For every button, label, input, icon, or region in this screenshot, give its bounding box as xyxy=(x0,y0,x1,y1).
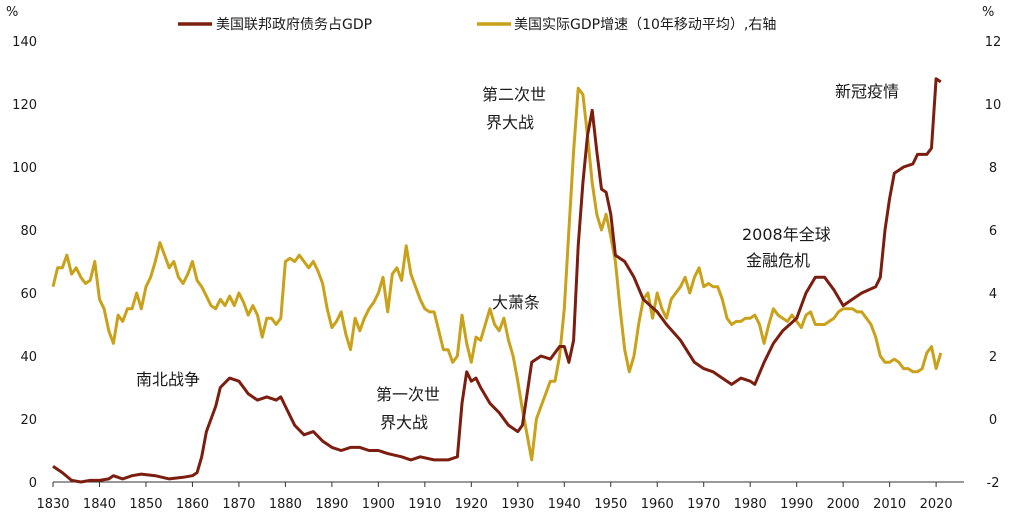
right-tick-label: -2 xyxy=(987,476,1000,491)
annotation-ww1-line2: 界大战 xyxy=(380,413,428,432)
x-tick-label: 2000 xyxy=(827,497,860,512)
annotation-ww2-line2: 界大战 xyxy=(486,113,534,132)
right-axis-ticks: -2 0 2 4 6 8 10 12 xyxy=(985,35,1002,491)
growth-line xyxy=(51,86,943,462)
annotations: 南北战争 第一次世 界大战 大萧条 第二次世 界大战 2008年全球 金融危机 … xyxy=(136,82,899,432)
x-tick-label: 1930 xyxy=(501,497,534,512)
annotation-covid: 新冠疫情 xyxy=(835,82,899,101)
right-tick-label: 6 xyxy=(989,224,997,239)
left-tick-label: 140 xyxy=(12,35,37,50)
x-tick-label: 1890 xyxy=(315,497,348,512)
right-axis-unit: % xyxy=(982,5,994,20)
x-tick-label: 1830 xyxy=(36,497,69,512)
left-tick-label: 80 xyxy=(20,224,37,239)
x-tick-label: 1970 xyxy=(687,497,720,512)
legend: 美国联邦政府债务占GDP 美国实际GDP增速（10年移动平均）,右轴 xyxy=(178,17,776,33)
left-tick-label: 60 xyxy=(20,287,37,302)
annotation-ww1-line1: 第一次世 xyxy=(376,385,440,404)
annotation-ww2-line1: 第二次世 xyxy=(482,85,546,104)
right-tick-label: 0 xyxy=(989,413,997,428)
series-lines xyxy=(51,77,943,484)
x-tick-label: 1880 xyxy=(269,497,302,512)
annotation-gfc-line2: 金融危机 xyxy=(746,251,810,270)
right-tick-label: 12 xyxy=(985,35,1002,50)
x-tick-label: 1920 xyxy=(455,497,488,512)
left-tick-label: 20 xyxy=(20,413,37,428)
x-tick-label: 1870 xyxy=(222,497,255,512)
x-tick-label: 1850 xyxy=(129,497,162,512)
x-tick-label: 1980 xyxy=(734,497,767,512)
x-tick-label: 1840 xyxy=(83,497,116,512)
right-tick-label: 8 xyxy=(989,161,997,176)
x-tick-label: 2010 xyxy=(873,497,906,512)
x-tick-label: 1960 xyxy=(641,497,674,512)
right-tick-label: 2 xyxy=(989,350,997,365)
left-axis-unit: % xyxy=(6,5,18,20)
left-tick-label: 40 xyxy=(20,350,37,365)
annotation-depression: 大萧条 xyxy=(492,293,540,312)
left-tick-label: 100 xyxy=(12,161,37,176)
x-tick-label: 2020 xyxy=(920,497,953,512)
x-tick-label: 1900 xyxy=(362,497,395,512)
x-axis-ticks: 1830 1840 1850 1860 1870 1880 1890 1900 1910 1920… xyxy=(36,482,953,512)
legend-debt-label: 美国联邦政府债务占GDP xyxy=(216,17,372,33)
left-tick-label: 0 xyxy=(29,476,37,491)
axes: % % xyxy=(6,5,994,483)
annotation-gfc-line1: 2008年全球 xyxy=(742,225,831,244)
debt-line xyxy=(52,77,942,484)
annotation-civil-war: 南北战争 xyxy=(136,370,200,389)
right-tick-label: 10 xyxy=(985,98,1002,113)
x-tick-label: 1910 xyxy=(408,497,441,512)
left-tick-label: 120 xyxy=(12,98,37,113)
x-tick-label: 1860 xyxy=(176,497,209,512)
x-tick-label: 1990 xyxy=(780,497,813,512)
left-axis-ticks: 0 20 40 60 80 100 120 140 xyxy=(12,35,37,491)
legend-growth-label: 美国实际GDP增速（10年移动平均）,右轴 xyxy=(514,17,776,33)
x-tick-label: 1940 xyxy=(548,497,581,512)
right-tick-label: 4 xyxy=(989,287,997,302)
x-tick-label: 1950 xyxy=(594,497,627,512)
